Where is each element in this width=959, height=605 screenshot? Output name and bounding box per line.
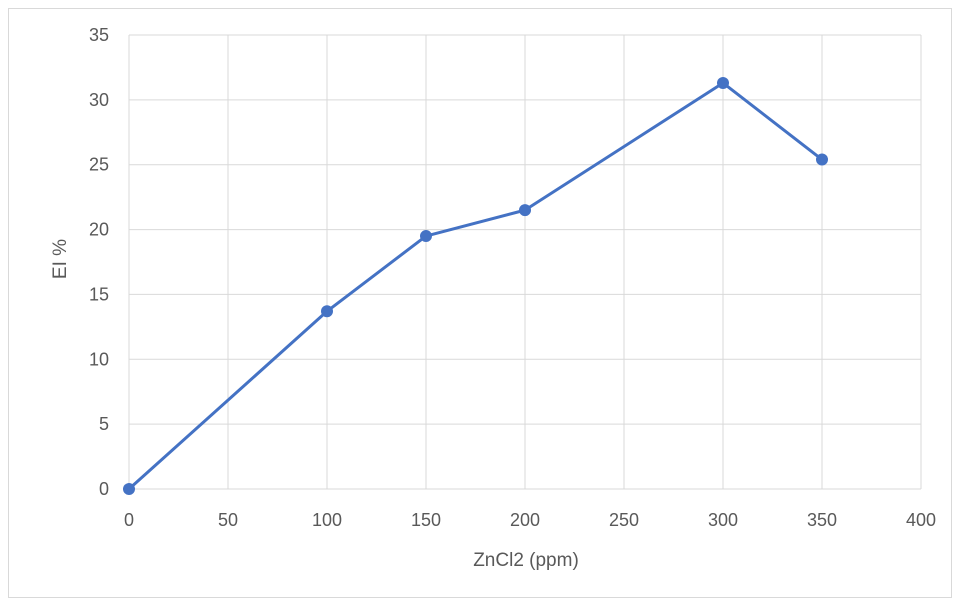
x-tick-label: 400: [906, 510, 936, 530]
series-line: [127, 81, 823, 491]
x-axis-ticks: 0 50 100 150 200 250 300 350 400: [124, 510, 936, 530]
y-tick-label: 10: [89, 349, 109, 369]
x-tick-label: 250: [609, 510, 639, 530]
data-point: [321, 305, 333, 318]
y-axis-ticks: 0 5 10 15 20 25 30 35: [89, 25, 109, 499]
y-tick-label: 5: [99, 414, 109, 434]
x-tick-label: 100: [312, 510, 342, 530]
data-point: [420, 230, 432, 243]
chart-frame: [8, 8, 952, 598]
x-tick-label: 50: [218, 510, 238, 530]
y-tick-label: 35: [89, 25, 109, 45]
grid: [128, 34, 922, 490]
data-point: [816, 153, 828, 166]
y-tick-label: 25: [89, 155, 109, 175]
data-point: [123, 483, 135, 495]
x-tick-label: 150: [411, 510, 441, 530]
series: [123, 76, 828, 495]
y-tick-label: 15: [89, 284, 109, 304]
x-tick-label: 350: [807, 510, 837, 530]
x-tick-label: 0: [124, 510, 134, 530]
x-tick-label: 300: [708, 510, 738, 530]
data-point: [519, 204, 531, 217]
x-tick-label: 200: [510, 510, 540, 530]
x-axis-title: ZnCl2 (ppm): [473, 550, 579, 571]
y-tick-label: 30: [89, 90, 109, 110]
y-tick-label: 20: [89, 220, 109, 240]
y-axis-title: EI %: [50, 239, 71, 279]
y-tick-label: 0: [99, 479, 109, 499]
data-point: [717, 76, 729, 89]
